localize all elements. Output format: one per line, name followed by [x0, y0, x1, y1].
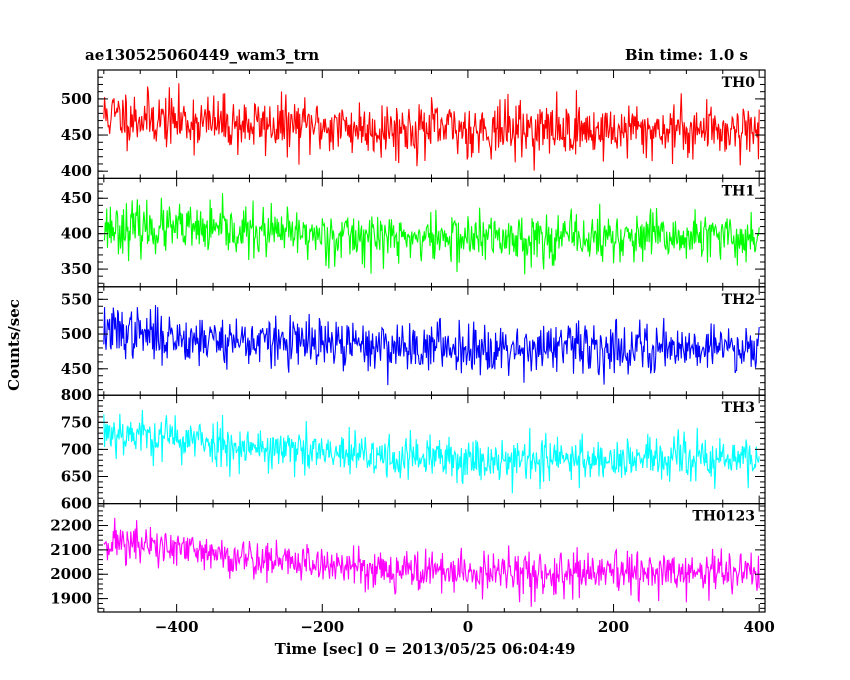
x-tick-label: 400: [744, 618, 775, 636]
panel-label-th0: TH0: [722, 75, 756, 91]
x-tick-label: −400: [155, 618, 199, 636]
light-curve-th0123: [103, 517, 760, 607]
y-tick-label: 450: [61, 189, 92, 207]
y-tick-label: 500: [61, 325, 92, 343]
y-tick-label: 800: [61, 386, 92, 404]
panel-label-th0123: TH0123: [692, 509, 755, 525]
y-tick-label: 450: [61, 360, 92, 378]
y-tick-label: 2100: [50, 541, 92, 559]
y-tick-label: 550: [61, 290, 92, 308]
y-tick-label: 650: [61, 468, 92, 486]
y-tick-label: 2200: [50, 517, 92, 535]
y-tick-label: 500: [61, 90, 92, 108]
x-tick-label: 0: [463, 618, 473, 636]
y-axis-label: Counts/sec: [5, 299, 23, 391]
y-tick-label: 1900: [50, 590, 92, 608]
panel-label-th3: TH3: [722, 400, 755, 416]
light-curve-th2: [103, 305, 760, 386]
panel-label-th1: TH1: [722, 183, 755, 199]
x-axis-label: Time [sec] 0 = 2013/05/25 06:04:49: [275, 640, 576, 658]
y-tick-label: 350: [61, 260, 92, 278]
y-tick-label: 750: [61, 413, 92, 431]
y-tick-label: 400: [61, 225, 92, 243]
frames-layer: TH0 400 450 500 TH1 350 400 450 TH2 450 500 550 TH3 6…: [50, 69, 775, 636]
light-curve-th3: [103, 409, 760, 494]
y-tick-label: 450: [61, 126, 92, 144]
chart-title: ae130525060449_wam3_trn: [85, 46, 319, 64]
panel-label-th2: TH2: [722, 292, 755, 308]
bin-time-label: Bin time: 1.0 s: [625, 46, 748, 64]
y-tick-label: 600: [61, 495, 92, 513]
y-tick-label: 2000: [50, 565, 92, 583]
light-curve-th0: [103, 83, 760, 171]
curves-layer: [103, 83, 760, 607]
y-tick-label: 700: [61, 440, 92, 458]
x-tick-label: −200: [300, 618, 344, 636]
x-tick-label: 200: [598, 618, 629, 636]
y-tick-label: 400: [61, 162, 92, 180]
light-curve-th1: [103, 193, 760, 275]
